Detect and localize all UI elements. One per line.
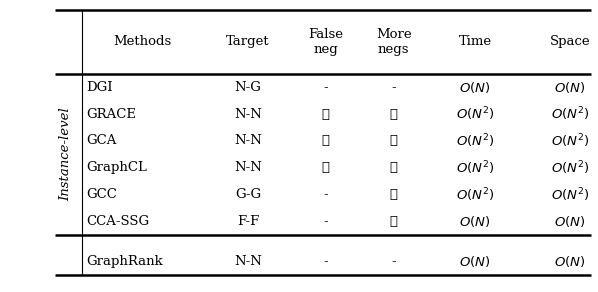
Text: -: -: [324, 81, 328, 94]
Text: $O(N^2)$: $O(N^2)$: [551, 186, 589, 204]
Text: ✓: ✓: [390, 161, 398, 174]
Text: -: -: [324, 188, 328, 201]
Text: N-N: N-N: [234, 161, 262, 174]
Text: More
negs: More negs: [376, 28, 411, 56]
Text: GCC: GCC: [87, 188, 117, 201]
Text: ✓: ✓: [390, 188, 398, 201]
Text: ✓: ✓: [390, 134, 398, 147]
Text: ✓: ✓: [390, 107, 398, 121]
Text: $O(N^2)$: $O(N^2)$: [551, 132, 589, 150]
Text: Instance-level: Instance-level: [59, 107, 72, 201]
Text: $O(N)$: $O(N)$: [459, 214, 491, 229]
Text: DGI: DGI: [87, 81, 113, 94]
Text: GraphRank: GraphRank: [87, 255, 163, 268]
Text: ✓: ✓: [322, 161, 330, 174]
Text: Space: Space: [550, 35, 590, 48]
Text: N-N: N-N: [234, 134, 262, 147]
Text: -: -: [324, 255, 328, 268]
Text: $O(N)$: $O(N)$: [554, 254, 585, 269]
Text: N-N: N-N: [234, 255, 262, 268]
Text: False
neg: False neg: [309, 28, 343, 56]
Text: $O(N^2)$: $O(N^2)$: [456, 132, 495, 150]
Text: Methods: Methods: [114, 35, 172, 48]
Text: $O(N^2)$: $O(N^2)$: [551, 159, 589, 177]
Text: G-G: G-G: [235, 188, 261, 201]
Text: $O(N^2)$: $O(N^2)$: [456, 105, 495, 123]
Text: $O(N^2)$: $O(N^2)$: [456, 186, 495, 204]
Text: ✓: ✓: [390, 215, 398, 228]
Text: ✓: ✓: [322, 107, 330, 121]
Text: N-N: N-N: [234, 107, 262, 121]
Text: GRACE: GRACE: [87, 107, 136, 121]
Text: $O(N)$: $O(N)$: [459, 254, 491, 269]
Text: $O(N^2)$: $O(N^2)$: [551, 105, 589, 123]
Text: Time: Time: [459, 35, 492, 48]
Text: Target: Target: [226, 35, 270, 48]
Text: N-G: N-G: [234, 81, 261, 94]
Text: CCA-SSG: CCA-SSG: [87, 215, 150, 228]
Text: $O(N)$: $O(N)$: [554, 214, 585, 229]
Text: F-F: F-F: [237, 215, 259, 228]
Text: ✓: ✓: [322, 134, 330, 147]
Text: $O(N)$: $O(N)$: [554, 80, 585, 95]
Text: $O(N)$: $O(N)$: [459, 80, 491, 95]
Text: GCA: GCA: [87, 134, 117, 147]
Text: -: -: [391, 81, 396, 94]
Text: GraphCL: GraphCL: [87, 161, 147, 174]
Text: -: -: [391, 255, 396, 268]
Text: -: -: [324, 215, 328, 228]
Text: $O(N^2)$: $O(N^2)$: [456, 159, 495, 177]
